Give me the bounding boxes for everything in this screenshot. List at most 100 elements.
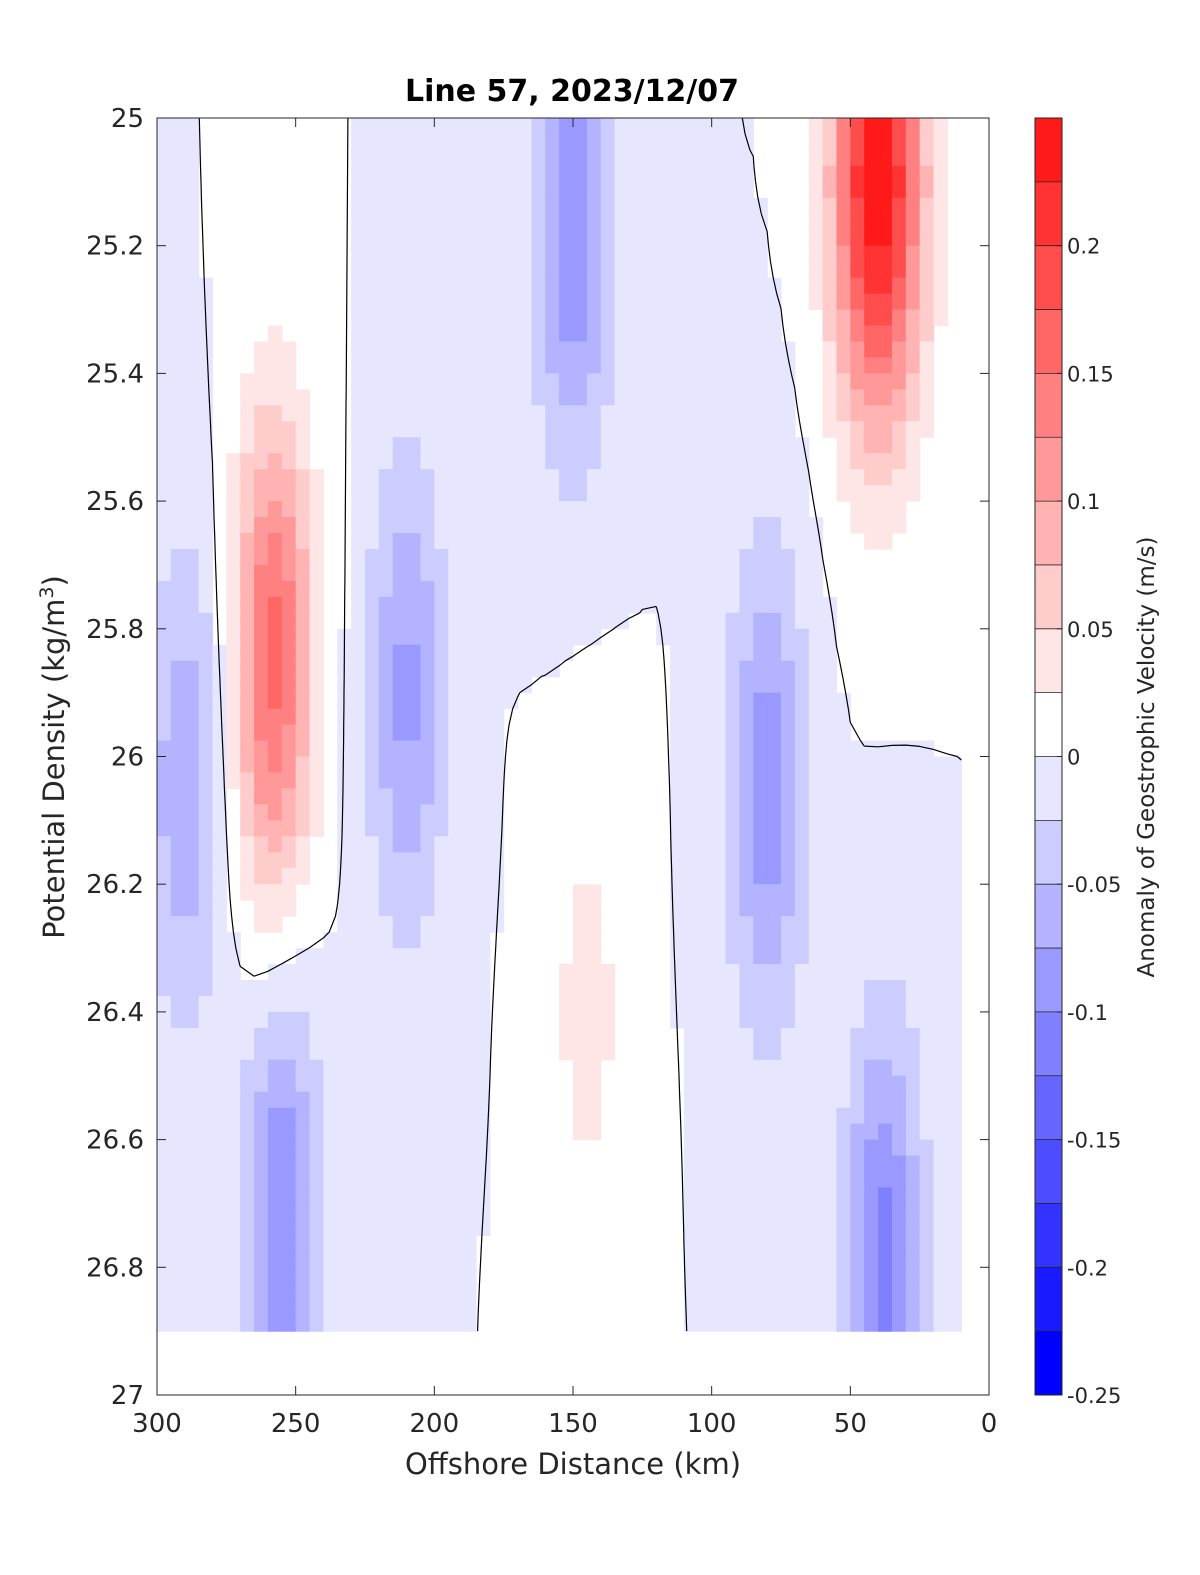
velocity-cell: [850, 309, 865, 327]
velocity-cell: [406, 948, 422, 965]
velocity-cell: [683, 1011, 699, 1029]
velocity-cell: [697, 245, 713, 263]
velocity-cell: [295, 1139, 311, 1157]
velocity-cell: [794, 1107, 810, 1125]
velocity-cell: [378, 564, 394, 582]
velocity-cell: [573, 612, 588, 630]
velocity-cell: [489, 580, 505, 598]
velocity-cell: [503, 453, 519, 470]
velocity-cell: [573, 1091, 588, 1109]
velocity-cell: [170, 884, 186, 901]
velocity-cell: [683, 564, 699, 582]
velocity-cell: [448, 405, 463, 422]
velocity-cell: [489, 724, 505, 742]
velocity-cell: [864, 1011, 879, 1029]
velocity-cell: [184, 580, 200, 598]
velocity-cell: [794, 884, 810, 901]
velocity-cell: [891, 804, 907, 821]
velocity-cell: [295, 1059, 311, 1077]
velocity-cell: [226, 756, 241, 774]
velocity-cell: [919, 1187, 935, 1205]
velocity-cell: [711, 1155, 727, 1173]
chart-title: Line 57, 2023/12/07: [405, 74, 739, 109]
velocity-cell: [240, 884, 255, 901]
velocity-cell: [475, 213, 491, 231]
velocity-cell: [808, 1203, 824, 1221]
velocity-cell: [378, 485, 394, 502]
velocity-cell: [614, 485, 630, 502]
velocity-cell: [919, 836, 935, 853]
velocity-cell: [794, 1187, 810, 1205]
velocity-cell: [392, 612, 408, 630]
velocity-cell: [392, 1315, 408, 1332]
velocity-cell: [739, 118, 754, 135]
velocity-cell: [822, 1299, 838, 1316]
velocity-cell: [697, 900, 713, 917]
velocity-cell: [642, 453, 657, 470]
velocity-cell: [351, 628, 366, 646]
velocity-cell: [462, 1187, 477, 1205]
velocity-cell: [767, 1059, 782, 1077]
velocity-cell: [157, 1043, 172, 1061]
velocity-cell: [670, 676, 685, 694]
velocity-cell: [600, 1011, 616, 1029]
velocity-cell: [628, 181, 643, 199]
velocity-cell: [822, 1203, 838, 1221]
velocity-cell: [420, 772, 435, 790]
velocity-cell: [295, 676, 311, 694]
velocity-cell: [822, 772, 838, 790]
velocity-cell: [739, 197, 754, 215]
velocity-cell: [351, 820, 366, 837]
velocity-cell: [711, 1219, 727, 1236]
velocity-cell: [947, 1123, 962, 1141]
velocity-cell: [683, 469, 699, 486]
colorbar-segment: [1035, 1011, 1062, 1076]
velocity-cell: [739, 676, 754, 694]
velocity-cell: [392, 1091, 408, 1109]
velocity-cell: [822, 820, 838, 837]
velocity-cell: [392, 756, 408, 774]
velocity-cell: [198, 1251, 214, 1268]
velocity-cell: [753, 197, 768, 215]
velocity-cell: [822, 708, 838, 726]
velocity-cell: [281, 1107, 297, 1125]
velocity-cell: [891, 133, 907, 151]
velocity-cell: [157, 421, 172, 438]
velocity-cell: [586, 517, 602, 534]
velocity-cell: [683, 1059, 699, 1077]
velocity-cell: [406, 900, 422, 917]
velocity-cell: [586, 373, 602, 390]
velocity-cell: [739, 149, 754, 167]
velocity-cell: [212, 852, 227, 869]
velocity-cell: [753, 1299, 768, 1316]
velocity-cell: [711, 772, 727, 790]
velocity-cell: [850, 437, 865, 454]
velocity-cell: [406, 197, 422, 215]
velocity-cell: [545, 149, 560, 167]
velocity-cell: [489, 197, 505, 215]
velocity-cell: [212, 979, 227, 997]
velocity-cell: [281, 596, 297, 614]
velocity-cell: [281, 772, 297, 790]
velocity-cell: [170, 1155, 186, 1173]
velocity-cell: [475, 612, 491, 630]
velocity-cell: [254, 836, 269, 853]
velocity-cell: [822, 197, 838, 215]
colorbar-segment: [1035, 884, 1062, 949]
velocity-cell: [462, 868, 477, 885]
velocity-cell: [448, 1187, 463, 1205]
velocity-cell: [573, 1043, 588, 1061]
velocity-cell: [559, 325, 574, 343]
velocity-cell: [891, 964, 907, 981]
velocity-cell: [365, 644, 380, 662]
velocity-cell: [919, 868, 935, 885]
velocity-cell: [573, 405, 588, 422]
velocity-cell: [933, 884, 948, 901]
velocity-cell: [753, 820, 768, 837]
velocity-cell: [281, 437, 297, 454]
velocity-cell: [739, 740, 754, 758]
velocity-cell: [933, 197, 948, 215]
velocity-cell: [850, 788, 865, 805]
velocity-cell: [781, 1251, 796, 1268]
velocity-cell: [406, 1251, 422, 1268]
